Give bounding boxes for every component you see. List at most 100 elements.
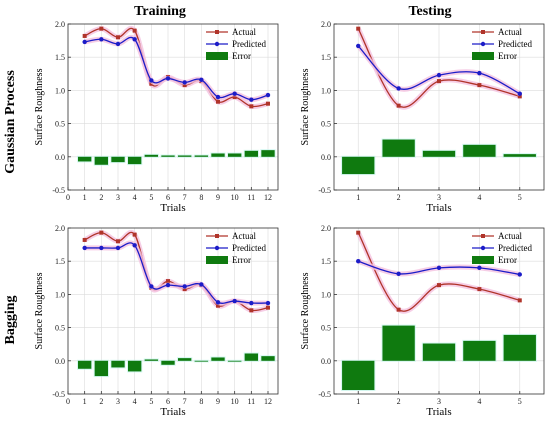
actual-point [116,239,120,244]
actual-point [99,230,104,235]
actual-point [82,33,87,38]
x-tick-label: 5 [149,193,153,202]
y-tick-label: 2.0 [55,20,65,29]
x-tick-label: 3 [437,397,441,406]
error-bar [111,360,125,368]
error-bar [228,360,242,362]
x-tick-label: 0 [66,397,70,406]
error-bar [244,150,258,157]
error-bar [211,357,225,361]
error-bar [342,360,375,391]
x-tick-label: 7 [183,193,187,202]
legend-error-label: Error [232,255,251,265]
y-tick-label: -0.5 [318,186,331,195]
x-tick-label: 4 [477,193,481,202]
actual-point [266,305,270,310]
legend-predicted-marker [214,41,220,47]
error-bar [194,155,208,157]
x-tick-label: 2 [397,397,401,406]
y-tick-label: 1.5 [55,53,65,62]
error-bar [261,356,275,361]
x-tick-label: 12 [264,397,272,406]
x-tick-label: 1 [356,193,360,202]
col-title-testing: Testing [408,4,451,19]
plot-frame [67,227,279,395]
y-tick-label: 2.0 [321,20,331,29]
y-axis-label: Surface Roughness [300,272,311,349]
x-tick-label: 1 [83,397,87,406]
error-bar [161,360,175,365]
error-bar [78,156,92,162]
x-tick-label: 11 [247,397,255,406]
legend-actual-marker [215,234,219,238]
error-bar [144,359,158,361]
x-tick-label: 4 [133,397,137,406]
predicted-point [436,265,442,271]
row-title-bagging: Bagging [3,295,18,344]
y-tick-label: 1.0 [55,86,65,95]
actual-point [477,83,482,88]
predicted-point [182,284,187,289]
x-tick-label: 5 [518,397,522,406]
predicted-point [249,97,254,102]
x-tick-label: 2 [397,193,401,202]
actual-point [266,101,270,106]
actual-point [166,279,170,284]
y-tick-label: 0.5 [321,120,331,129]
y-tick-label: 0.5 [55,324,65,333]
y-tick-label: 0.5 [55,120,65,129]
y-tick-label: 0.5 [321,324,331,333]
x-tick-label: 3 [437,193,441,202]
x-axis-label: Trials [426,202,451,214]
legend-actual-marker [215,30,219,34]
predicted-point [517,272,522,277]
x-tick-label: 9 [216,397,220,406]
y-tick-label: -0.5 [52,390,65,399]
x-axis-label: Trials [426,406,451,418]
y-tick-label: 1.5 [321,53,331,62]
predicted-point [517,91,522,96]
actual-point [82,237,87,242]
legend-predicted-label: Predicted [498,243,532,253]
x-tick-label: 3 [116,397,120,406]
legend: Actual Predicted Error [206,231,266,265]
legend-actual-marker [481,234,485,238]
predicted-point [182,80,187,85]
predicted-point [249,300,254,306]
x-tick-label: 9 [216,193,220,202]
col-title-training: Training [134,4,186,19]
y-tick-label: 2.0 [321,224,331,233]
y-tick-label: -0.5 [52,186,65,195]
chart-bag-testing: -0.5 0.0 0.5 1.0 1.5 2.0 1 2 3 4 5 Trials Surface Ro… [300,224,545,418]
actual-point [396,103,401,108]
legend-error-label: Error [498,255,517,265]
actual-point [232,95,237,100]
actual-point [216,303,220,308]
y-tick-label: 0.0 [55,357,65,366]
legend-error-swatch [472,256,494,264]
error-bar [382,139,415,157]
x-tick-label: 6 [166,397,170,406]
x-tick-label: 2 [99,397,103,406]
actual-point [182,287,187,292]
x-tick-label: 5 [518,193,522,202]
legend-error-swatch [206,256,228,264]
error-bar [503,334,536,361]
predicted-point [477,265,482,271]
predicted-point [115,245,121,251]
predicted-point [265,300,271,306]
predicted-point [115,41,121,47]
legend-actual-label: Actual [498,27,522,37]
error-bar [503,154,536,157]
actual-point [249,308,254,313]
actual-point [249,104,254,109]
predicted-point [132,243,137,248]
legend: Actual Predicted Error [472,27,532,61]
legend-actual-label: Actual [232,27,256,37]
legend-predicted-marker [480,41,486,47]
error-bar [228,153,242,157]
x-tick-label: 8 [199,397,203,406]
error-bar [94,156,108,165]
x-axis-label: Trials [160,406,185,418]
x-tick-label: 7 [183,397,187,406]
